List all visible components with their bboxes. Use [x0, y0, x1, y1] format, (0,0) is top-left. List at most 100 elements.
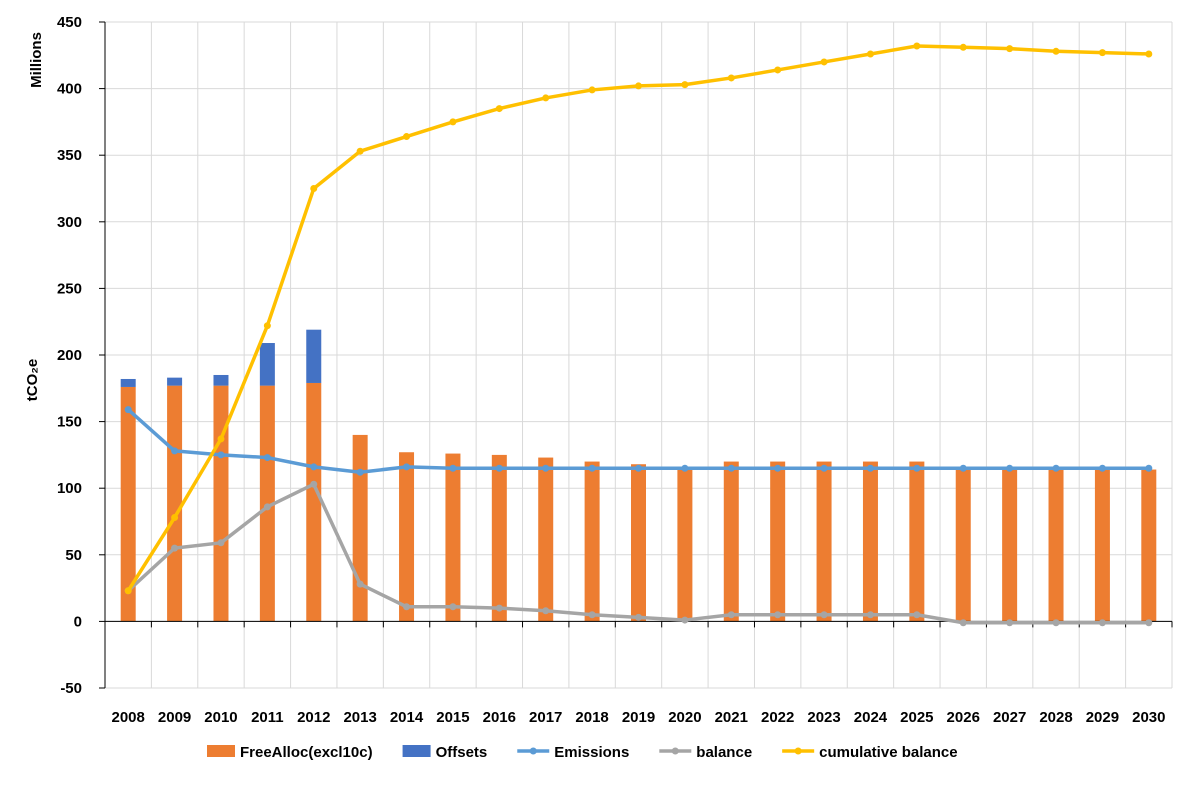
point-balance-2022	[774, 611, 782, 619]
point-emissions-2027	[1006, 464, 1014, 472]
x-tick-label: 2029	[1086, 709, 1119, 726]
x-tick-label: 2010	[204, 709, 237, 726]
point-emissions-2009	[171, 447, 179, 455]
point-balance-2016	[495, 604, 503, 612]
point-cumulative-balance-2012	[310, 185, 318, 192]
x-tick-label: 2018	[575, 709, 608, 726]
point-balance-2028	[1052, 619, 1060, 627]
legend-label: balance	[696, 744, 752, 761]
point-emissions-2019	[635, 464, 642, 472]
point-balance-2011	[263, 503, 271, 511]
y-tick-label: 250	[57, 280, 82, 297]
point-emissions-2029	[1098, 464, 1106, 472]
point-balance-2015	[449, 603, 457, 611]
point-cumulative-balance-2025	[913, 42, 921, 50]
x-tick-label: 2014	[390, 709, 424, 726]
point-cumulative-balance-2011	[263, 322, 271, 330]
line-layer	[124, 42, 1153, 627]
point-emissions-2022	[774, 464, 782, 472]
y-tick-label: 100	[57, 480, 82, 497]
bar-freealloc-excl10c--2027	[1002, 469, 1018, 622]
x-tick-label: 2027	[993, 709, 1026, 726]
bar-freealloc-excl10c--2021	[723, 461, 739, 622]
point-emissions-2028	[1052, 464, 1060, 472]
x-tick-label: 2022	[761, 709, 794, 726]
point-emissions-2017	[542, 464, 550, 472]
bar-freealloc-excl10c--2023	[816, 461, 832, 622]
bar-freealloc-excl10c--2020	[677, 466, 693, 622]
point-cumulative-balance-2030	[1145, 50, 1153, 58]
legend: FreeAlloc(excl10c) Offsets Emissions balanc…	[207, 744, 958, 761]
point-cumulative-balance-2019	[635, 82, 642, 90]
x-tick-label: 2008	[112, 709, 145, 726]
bar-freealloc-excl10c--2025	[909, 461, 925, 622]
y-tick-label: 200	[57, 347, 82, 364]
point-cumulative-balance-2023	[820, 58, 828, 66]
point-cumulative-balance-2010	[217, 435, 225, 443]
bar-freealloc-excl10c--2015	[445, 453, 461, 622]
bar-freealloc-excl10c--2017	[538, 457, 554, 622]
x-tick-label: 2016	[483, 709, 516, 726]
point-balance-2018	[588, 611, 596, 619]
y-tick-label: -50	[60, 680, 82, 697]
legend-swatch-freealloc-excl10c-	[207, 745, 235, 757]
legend-swatch-offsets	[402, 745, 431, 757]
point-balance-2019	[635, 613, 642, 621]
y-tick-label: 50	[65, 547, 82, 564]
point-emissions-2023	[820, 464, 828, 472]
point-cumulative-balance-2013	[356, 147, 364, 155]
point-cumulative-balance-2021	[727, 74, 735, 82]
bar-freealloc-excl10c--2019	[631, 464, 646, 622]
bar-freealloc-excl10c--2026	[955, 469, 971, 622]
bar-freealloc-excl10c--2008	[120, 386, 136, 622]
x-tick-label: 2019	[622, 709, 655, 726]
x-tick-label: 2015	[436, 709, 469, 726]
bar-offsets-2008	[120, 378, 136, 387]
bar-offsets-2009	[167, 377, 183, 386]
y-tick-label: 400	[57, 81, 82, 98]
point-cumulative-balance-2024	[866, 50, 874, 58]
point-cumulative-balance-2014	[403, 133, 411, 141]
x-tick-label: 2030	[1132, 709, 1165, 726]
point-emissions-2010	[217, 451, 225, 459]
y-tick-label: 450	[57, 14, 82, 31]
point-emissions-2025	[913, 464, 921, 472]
point-balance-2025	[913, 611, 921, 619]
point-emissions-2026	[959, 464, 967, 472]
x-tick-label: 2024	[854, 709, 888, 726]
point-cumulative-balance-2028	[1052, 47, 1060, 55]
x-tick-label: 2012	[297, 709, 330, 726]
point-emissions-2018	[588, 464, 596, 472]
legend-label: cumulative balance	[819, 744, 957, 761]
x-tick-label: 2021	[715, 709, 748, 726]
legend-label: FreeAlloc(excl10c)	[240, 744, 373, 761]
x-tick-label: 2028	[1039, 709, 1072, 726]
y-tick-label: 300	[57, 214, 82, 231]
point-emissions-2008	[124, 406, 132, 414]
bar-offsets-2010	[213, 374, 229, 386]
bar-freealloc-excl10c--2018	[584, 461, 600, 622]
point-emissions-2012	[310, 463, 318, 471]
point-cumulative-balance-2015	[449, 118, 457, 126]
point-cumulative-balance-2026	[959, 43, 967, 51]
y-axis-title: tCO₂e	[24, 359, 41, 402]
point-balance-2029	[1098, 619, 1106, 627]
point-balance-2010	[217, 539, 225, 547]
point-balance-2013	[356, 580, 364, 588]
point-emissions-2021	[727, 464, 735, 472]
legend-label: Offsets	[436, 744, 488, 761]
x-tick-label: 2011	[251, 709, 284, 726]
point-balance-2026	[959, 619, 967, 627]
bar-layer	[120, 329, 1157, 622]
point-cumulative-balance-2008	[124, 587, 132, 595]
point-balance-2017	[542, 607, 550, 615]
bar-offsets-2012	[306, 329, 322, 383]
bar-freealloc-excl10c--2024	[862, 461, 878, 622]
x-tick-label: 2017	[529, 709, 562, 726]
legend-marker-emissions	[529, 747, 537, 755]
point-cumulative-balance-2022	[774, 66, 782, 74]
point-cumulative-balance-2018	[588, 86, 596, 94]
x-tick-label: 2009	[158, 709, 191, 726]
